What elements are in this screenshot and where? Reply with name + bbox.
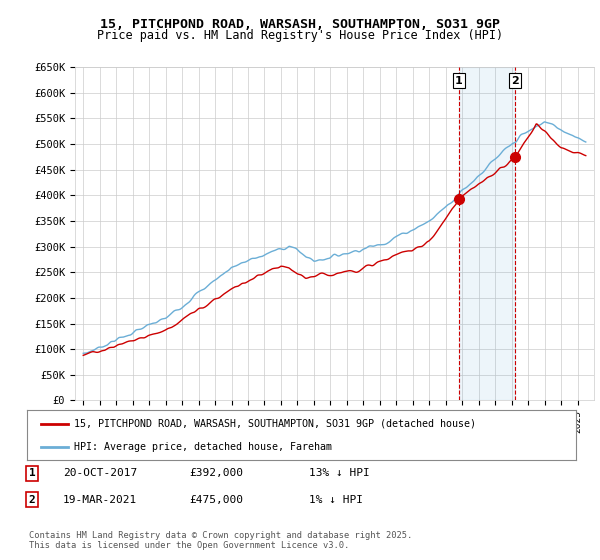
Text: 1% ↓ HPI: 1% ↓ HPI <box>309 494 363 505</box>
Text: Price paid vs. HM Land Registry's House Price Index (HPI): Price paid vs. HM Land Registry's House … <box>97 29 503 42</box>
Text: 20-OCT-2017: 20-OCT-2017 <box>63 468 137 478</box>
Text: Contains HM Land Registry data © Crown copyright and database right 2025.
This d: Contains HM Land Registry data © Crown c… <box>29 531 412 550</box>
Bar <box>459 67 515 400</box>
Text: 1: 1 <box>455 76 463 86</box>
Text: 15, PITCHPOND ROAD, WARSASH, SOUTHAMPTON, SO31 9GP: 15, PITCHPOND ROAD, WARSASH, SOUTHAMPTON… <box>100 18 500 31</box>
Text: 13% ↓ HPI: 13% ↓ HPI <box>309 468 370 478</box>
Text: £475,000: £475,000 <box>189 494 243 505</box>
Text: 2: 2 <box>511 76 519 86</box>
Text: 2: 2 <box>29 494 35 505</box>
Text: 19-MAR-2021: 19-MAR-2021 <box>63 494 137 505</box>
Text: £392,000: £392,000 <box>189 468 243 478</box>
Text: 1: 1 <box>29 468 35 478</box>
Text: 15, PITCHPOND ROAD, WARSASH, SOUTHAMPTON, SO31 9GP (detached house): 15, PITCHPOND ROAD, WARSASH, SOUTHAMPTON… <box>74 418 476 428</box>
Text: HPI: Average price, detached house, Fareham: HPI: Average price, detached house, Fare… <box>74 442 332 452</box>
